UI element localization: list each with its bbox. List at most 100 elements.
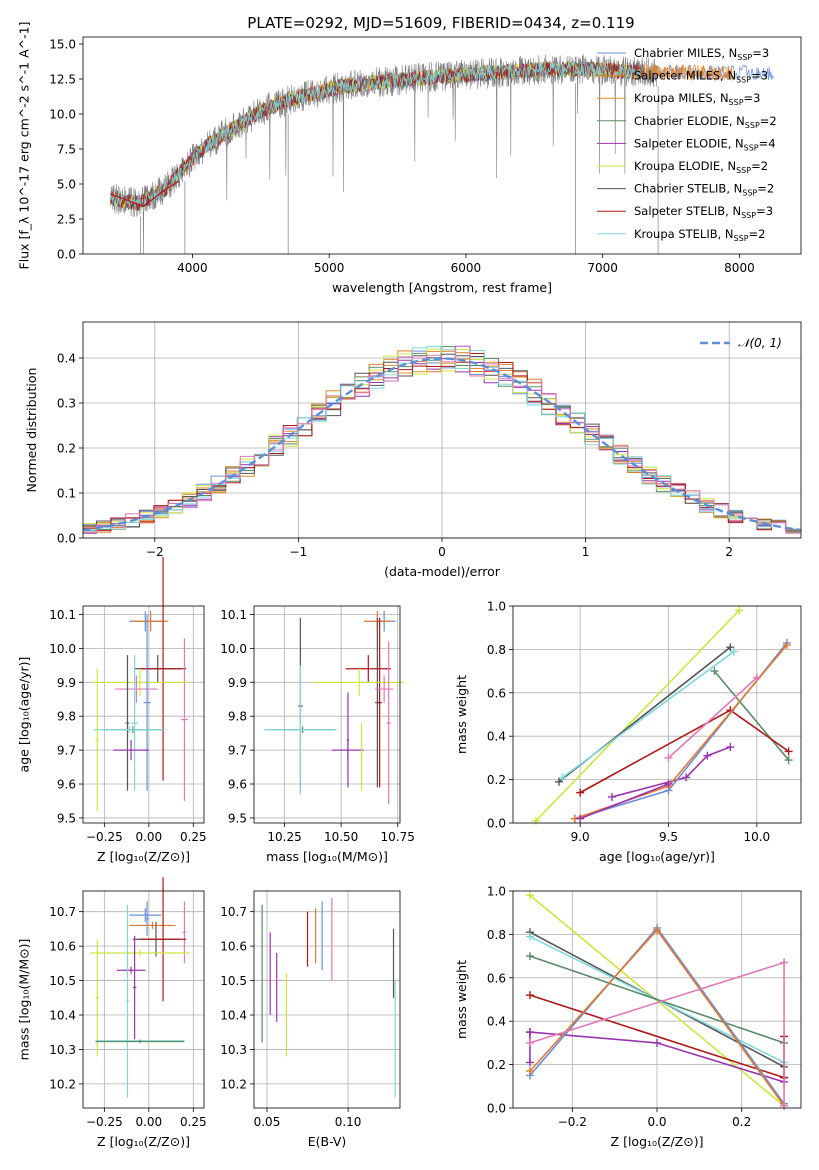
x-tick-label: 0: [438, 545, 446, 559]
legend-label-suffix: =2: [757, 182, 774, 196]
legend-entry: Chabrier STELIB, NSSP=2: [597, 182, 774, 198]
errorbar-point: [345, 655, 391, 683]
plus-marker: [664, 779, 673, 788]
panel-z-weight: −0.2 0.0 0.2 0.0 0.2 0.4 0.6 0.8 1.0 Z [log₁₀(Z/Z…: [454, 885, 802, 1149]
x-tick-label: 6000: [451, 261, 482, 275]
x-tick-label: 10.25: [267, 830, 301, 844]
plus-marker: [780, 958, 789, 967]
x-tick-label: −0.2: [558, 1115, 587, 1129]
legend-label: Salpeter STELIB, NSSP=3: [634, 204, 773, 220]
y-tick-label: 0.6: [487, 971, 506, 985]
errorbar-point: [115, 675, 158, 703]
x-tick-label: −0.25: [86, 830, 123, 844]
y-tick-label: 9.9: [228, 676, 247, 690]
y-tick-label: 10.7: [49, 905, 76, 919]
y-tick-label: 0.0: [57, 532, 76, 546]
panel-z-mass: −0.25 0.00 0.25 10.2 10.3 10.4 10.5 10.6 10.7 Z […: [17, 877, 207, 1149]
axes-frame: 9.0 9.5 10.0 0.0 0.2 0.4 0.6 0.8 1.0 age [log₁₀(a…: [454, 600, 802, 864]
legend-entry: Salpeter STELIB, NSSP=3: [597, 204, 773, 220]
weight-series: [664, 673, 761, 762]
series-line: [529, 955, 785, 1044]
y-tick-label: 10.0: [220, 642, 247, 656]
plus-marker: [726, 643, 735, 652]
errorbar-point: [298, 665, 303, 795]
legend-label-subscript: SSP: [729, 98, 744, 107]
series-line: [529, 894, 785, 1107]
errorbar-point: [132, 935, 137, 1040]
plus-marker: [525, 932, 534, 941]
legend-entry: Salpeter MILES, NSSP=3: [597, 69, 768, 85]
y-axis-label: age [log₁₀(age/yr)]: [17, 657, 32, 773]
x-tick-label: 7000: [587, 261, 618, 275]
panel-z-age: −0.25 0.00 0.25 9.5 9.6 9.7 9.8 9.9 10.0 10.1 Z [l…: [17, 556, 207, 864]
plus-marker: [664, 753, 673, 762]
y-tick-label: 9.5: [228, 811, 247, 825]
plus-marker: [703, 751, 712, 760]
y-tick-label: 10.0: [49, 108, 76, 122]
x-tick-label: 1: [582, 545, 590, 559]
legend-label-main: Chabrier MILES, N: [634, 46, 737, 60]
weight-series: [780, 958, 789, 1110]
legend-entry: Salpeter ELODIE, NSSP=4: [597, 136, 776, 152]
errorbar-point: [91, 668, 188, 696]
axes-frame: −0.25 0.00 0.25 10.2 10.3 10.4 10.5 10.6 10.7 Z […: [17, 890, 207, 1149]
plot-area: 𝒩(0, 1): [82, 336, 802, 534]
errorbar-point: [377, 617, 382, 788]
model-spectrum-line: [110, 180, 180, 208]
x-tick-label: 4000: [177, 261, 208, 275]
x-tick-label: 0.00: [135, 1115, 162, 1129]
y-tick-label: 10.6: [49, 940, 76, 954]
x-tick-label: 0.2: [732, 1115, 751, 1129]
figure-title: PLATE=0292, MJD=51609, FIBERID=0434, z=0…: [247, 14, 634, 32]
y-tick-label: 15.0: [49, 38, 76, 52]
legend-label: Kroupa ELODIE, NSSP=2: [634, 159, 768, 175]
y-tick-label: 0.6: [487, 686, 506, 700]
plus-marker: [735, 606, 744, 615]
y-tick-label: 7.5: [57, 143, 76, 157]
legend-label-main: Kroupa MILES, N: [634, 91, 729, 105]
plot-area: [90, 877, 190, 1098]
legend-label-subscript: SSP: [741, 211, 756, 220]
legend-label-suffix: =4: [759, 136, 776, 150]
y-tick-label: 0.4: [487, 1015, 506, 1029]
legend-entry: Kroupa MILES, NSSP=3: [597, 91, 760, 107]
legend-entry: Chabrier ELODIE, NSSP=2: [597, 114, 777, 130]
x-tick-label: 0.25: [180, 830, 207, 844]
legend-label-suffix: =2: [749, 227, 766, 241]
x-tick-label: 10.75: [381, 830, 415, 844]
plus-marker: [525, 1038, 534, 1047]
legend-label: Kroupa MILES, NSSP=3: [634, 91, 760, 107]
legend-label: Salpeter MILES, NSSP=3: [634, 69, 768, 85]
axes-border: [253, 890, 401, 1109]
x-axis-label: (data-model)/error: [384, 564, 501, 579]
y-axis-label: mass weight: [454, 675, 469, 754]
weight-series: [710, 667, 793, 765]
x-tick-label: 0.05: [254, 1115, 281, 1129]
legend-entry: Chabrier MILES, NSSP=3: [597, 46, 769, 62]
legend-label: 𝒩(0, 1): [738, 336, 782, 350]
plus-marker: [525, 952, 534, 961]
legend-label-suffix: =3: [751, 69, 768, 83]
legend-entry: Kroupa STELIB, NSSP=2: [597, 227, 765, 243]
x-tick-label: 9.0: [571, 830, 590, 844]
panel-residuals: 𝒩(0, 1) −2 −1 0 1 2 0.0 0.1 0.2 0.3 0.4 (data-model…: [24, 321, 802, 579]
x-tick-label: −2: [146, 545, 164, 559]
legend-label-suffix: =2: [760, 114, 777, 128]
errorbar-point: [125, 904, 130, 1098]
y-tick-label: 1.0: [487, 600, 506, 614]
y-tick-label: 10.1: [49, 608, 76, 622]
legend-label-subscript: SSP: [736, 166, 751, 175]
panel-ebv-mass: 0.05 0.10 10.2 10.3 10.4 10.5 10.6 10.7 E(B-V): [220, 890, 401, 1149]
axes-border: [512, 605, 802, 824]
legend-label-main: Salpeter ELODIE, N: [634, 136, 744, 150]
legend-label-subscript: SSP: [736, 76, 751, 85]
legend-label-main: Chabrier STELIB, N: [634, 182, 742, 196]
errorbar-point: [386, 641, 391, 805]
axes-frame: −0.2 0.0 0.2 0.0 0.2 0.4 0.6 0.8 1.0 Z [log₁₀(Z/Z…: [454, 885, 802, 1149]
x-tick-label: 10.50: [324, 830, 358, 844]
plus-marker: [729, 647, 738, 656]
errorbar-point: [360, 722, 363, 791]
x-axis-label: E(B-V): [308, 1134, 347, 1149]
